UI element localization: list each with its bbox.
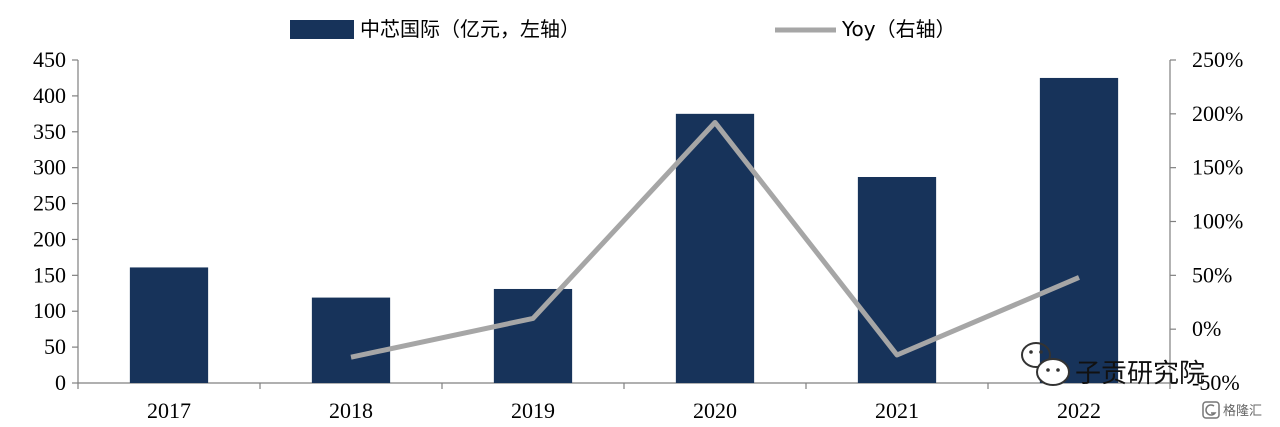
bar — [1039, 77, 1119, 383]
left-tick-label: 350 — [33, 119, 66, 144]
legend-bar-swatch — [290, 20, 354, 39]
watermark2-text: 格隆汇 — [1223, 403, 1262, 419]
left-tick-label: 400 — [33, 83, 66, 108]
left-tick-label: 0 — [55, 370, 66, 395]
x-tick-label: 2017 — [147, 398, 191, 423]
wechat-icon — [1021, 342, 1070, 386]
x-tick-label: 2021 — [875, 398, 919, 423]
left-axis-ticks: 0 50 100 150 200 250 300 350 400 450 — [33, 47, 78, 395]
legend: 中芯国际（亿元，左轴） Yoy（右轴） — [290, 17, 956, 41]
bar — [311, 297, 391, 383]
right-tick-label: 50% — [1192, 262, 1232, 287]
right-tick-label: 250% — [1192, 47, 1243, 72]
left-tick-label: 300 — [33, 155, 66, 180]
right-tick-label: 0% — [1192, 316, 1221, 341]
watermark: 子贡研究院 — [1021, 342, 1205, 389]
right-tick-label: 150% — [1192, 155, 1243, 180]
right-tick-label: 100% — [1192, 209, 1243, 234]
line-series — [350, 119, 1080, 360]
bar — [493, 288, 573, 383]
bar-series — [129, 77, 1119, 383]
x-tick-label: 2018 — [329, 398, 373, 423]
x-tick-label: 2022 — [1057, 398, 1101, 423]
legend-line-label: Yoy（右轴） — [841, 17, 956, 41]
left-tick-label: 50 — [44, 334, 66, 359]
left-tick-label: 150 — [33, 262, 66, 287]
right-tick-label: -50% — [1192, 370, 1240, 395]
left-tick-label: 450 — [33, 47, 66, 72]
bar — [129, 267, 209, 383]
right-tick-label: 200% — [1192, 101, 1243, 126]
watermark2: 格隆汇 — [1202, 401, 1262, 419]
watermark-text: 子贡研究院 — [1075, 359, 1205, 389]
legend-bar-label: 中芯国际（亿元，左轴） — [360, 17, 580, 41]
legend-item-bar: 中芯国际（亿元，左轴） — [290, 17, 580, 41]
gelonghui-logo-icon — [1202, 401, 1220, 419]
bar — [857, 176, 937, 383]
x-tick-label: 2020 — [693, 398, 737, 423]
left-tick-label: 200 — [33, 226, 66, 251]
right-axis-ticks: -50% 0% 50% 100% 150% 200% 250% — [1170, 47, 1243, 395]
x-axis-ticks: 2017 2018 2019 2020 2021 2022 — [77, 383, 1171, 423]
x-tick-label: 2019 — [511, 398, 555, 423]
left-tick-label: 100 — [33, 298, 66, 323]
left-tick-label: 250 — [33, 191, 66, 216]
legend-item-line: Yoy（右轴） — [775, 17, 956, 41]
